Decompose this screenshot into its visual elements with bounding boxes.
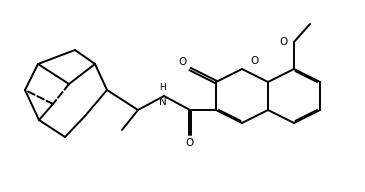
Text: O: O — [280, 37, 288, 47]
Text: N: N — [159, 97, 167, 107]
Text: O: O — [179, 57, 187, 67]
Text: H: H — [160, 83, 166, 92]
Text: O: O — [251, 55, 259, 65]
Text: O: O — [186, 138, 194, 148]
